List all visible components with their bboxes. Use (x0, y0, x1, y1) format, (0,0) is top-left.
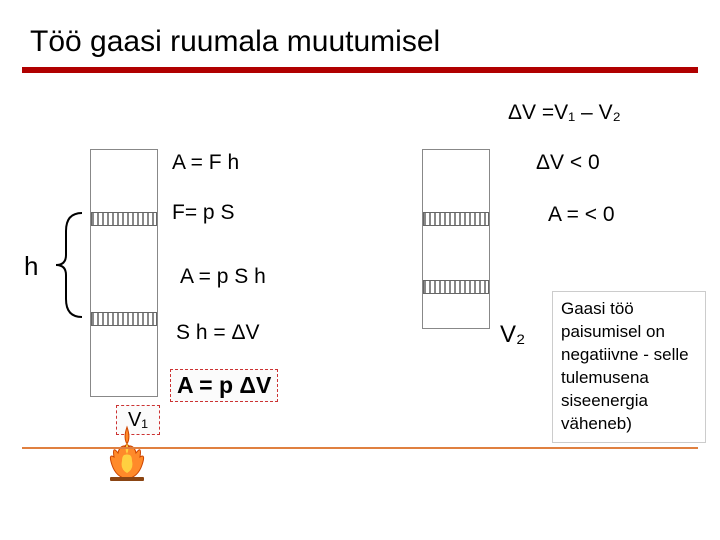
eq-a-fh: A = F h (172, 151, 239, 175)
eq-dv-def: ΔV =V₁ – V₂ (508, 101, 621, 125)
label-v2: V₂ (500, 321, 525, 349)
piston-right-bottom (423, 280, 489, 294)
eq-a-lt0: A = < 0 (548, 203, 615, 227)
eq-a-pdv: A = p ΔV (170, 369, 278, 402)
note-box: Gaasi töö paisumisel on negatiivne - sel… (552, 291, 706, 443)
label-h: h (24, 251, 38, 282)
cylinder-left (90, 149, 158, 397)
piston-left-bottom (91, 312, 157, 326)
piston-right-top (423, 212, 489, 226)
bottom-rule (22, 447, 698, 449)
fire-icon (104, 423, 150, 483)
eq-f-ps: F= p S (172, 201, 234, 225)
slide-title: Töö gaasi ruumala muutumisel (0, 0, 720, 67)
eq-sh-dv: S h = ΔV (176, 321, 260, 345)
piston-left-top (91, 212, 157, 226)
cylinder-right (422, 149, 490, 329)
brace-h (52, 211, 88, 319)
content-area: ΔV =V₁ – V₂ A = F h ΔV < 0 F= p S A = < … (0, 73, 720, 513)
eq-a-psh: A = p S h (180, 265, 266, 289)
eq-dv-lt0: ΔV < 0 (536, 151, 600, 175)
